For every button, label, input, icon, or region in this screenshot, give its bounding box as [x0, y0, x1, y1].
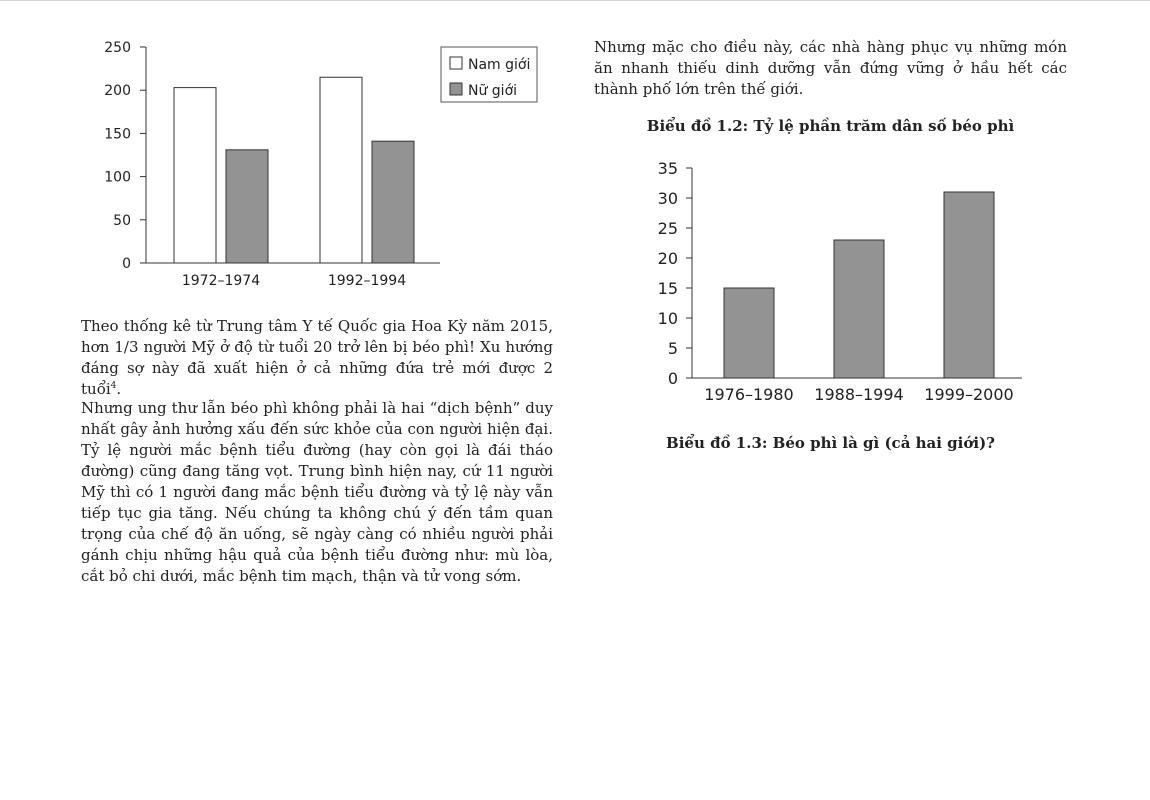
bar-nu-gioi [371, 140, 415, 264]
bar-nam-gioi [173, 87, 217, 264]
y-tick-label: 0 [668, 369, 678, 388]
chart-1-2-caption: Biểu đồ 1.2: Tỷ lệ phần trăm dân số béo … [646, 117, 1015, 135]
x-tick-label: 1988–1994 [814, 385, 903, 404]
legend-swatch [449, 56, 463, 70]
y-tick-label: 100 [104, 170, 131, 186]
paragraph-obesity-statistics: Theo thống kê từ Trung tâm Y tế Quốc gia… [81, 317, 553, 398]
y-tick-label: 5 [668, 339, 678, 358]
y-tick-label: 0 [122, 256, 131, 272]
x-tick-label: 1999–2000 [924, 385, 1013, 404]
y-tick-label: 30 [658, 189, 678, 208]
y-tick-label: 10 [658, 309, 678, 328]
x-tick-label: 1976–1980 [704, 385, 793, 404]
legend-label: Nữ giới [468, 83, 517, 99]
paragraph-fast-food: Nhưng mặc cho điều này, các nhà hàng phụ… [594, 38, 1067, 98]
obesity-percentage-bar-chart: 0 5 10 15 20 25 30 35 1976–1980 1988–1994 1999–200… [658, 159, 1022, 404]
bar-nu-gioi [225, 149, 269, 264]
bar-obesity [723, 287, 775, 379]
y-tick-label: 150 [104, 126, 131, 142]
legend-swatch [449, 82, 463, 96]
gender-bar-chart: 0 50 100 150 200 250 1972–1974 1992–1994 Nam giớ… [104, 40, 538, 289]
y-tick-label: 50 [113, 213, 131, 229]
y-tick-label: 15 [658, 279, 678, 298]
bar-obesity [943, 191, 995, 379]
x-tick-label: 1992–1994 [328, 273, 406, 289]
y-tick-label: 35 [658, 159, 678, 178]
chart-1-3-caption: Biểu đồ 1.3: Béo phì là gì (cả hai giới)… [666, 434, 995, 452]
bar-obesity [833, 239, 885, 379]
bar-nam-gioi [319, 76, 363, 264]
y-tick-label: 20 [658, 249, 678, 268]
y-tick-label: 250 [104, 40, 131, 56]
paragraph-diabetes: Nhưng ung thư lẫn béo phì không phải là … [81, 399, 553, 585]
y-tick-label: 200 [104, 83, 131, 99]
x-tick-label: 1972–1974 [182, 273, 260, 289]
legend-label: Nam giới [468, 57, 530, 73]
y-tick-label: 25 [658, 219, 678, 238]
footnote-ref: 4 [110, 381, 117, 391]
